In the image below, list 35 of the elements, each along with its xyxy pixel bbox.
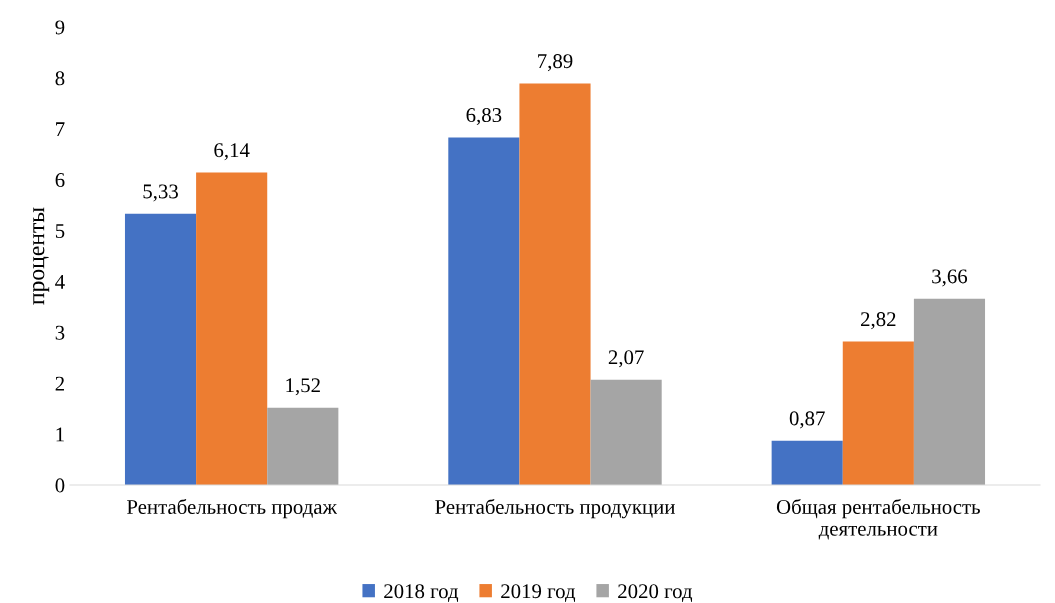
bar <box>590 379 662 485</box>
bar <box>267 407 339 485</box>
data-label: 2,07 <box>608 350 644 368</box>
x-tick-label: Рентабельность продаж <box>126 498 338 519</box>
y-tick-label: 3 <box>55 325 65 340</box>
x-tick-label: Общая рентабельность деятельности <box>776 498 980 540</box>
y-tick-label: 7 <box>56 122 65 137</box>
data-label: 7,89 <box>538 54 573 72</box>
data-label: 6,14 <box>214 143 250 161</box>
y-tick-label: 6 <box>55 173 65 188</box>
legend-label: 2018 год <box>384 584 459 603</box>
data-label: 2,82 <box>861 312 896 330</box>
y-tick-label: 9 <box>55 20 65 35</box>
bar <box>124 213 197 485</box>
bar <box>519 83 591 485</box>
bar <box>448 137 520 485</box>
bar <box>196 172 268 485</box>
y-tick-label: 0 <box>55 478 65 493</box>
y-tick-label: 1 <box>56 427 64 442</box>
y-tick-label: 2 <box>55 376 64 391</box>
data-label: 5,33 <box>143 184 178 202</box>
data-label: 6,83 <box>466 108 502 126</box>
y-tick-label: 5 <box>55 224 65 238</box>
data-label: 3,66 <box>932 269 968 287</box>
bar <box>913 298 986 485</box>
y-tick-label: 4 <box>55 274 65 289</box>
legend-label: 2019 год <box>501 584 576 603</box>
y-axis-title: проценты <box>33 207 50 305</box>
y-tick-label: 8 <box>55 71 65 86</box>
bar <box>842 341 914 485</box>
data-label: 0,87 <box>789 411 825 429</box>
x-tick-label: Рентабельность продукции <box>435 498 675 519</box>
data-label: 1,52 <box>286 378 320 396</box>
bar <box>771 440 843 485</box>
legend-label: 2020 год <box>618 584 693 603</box>
